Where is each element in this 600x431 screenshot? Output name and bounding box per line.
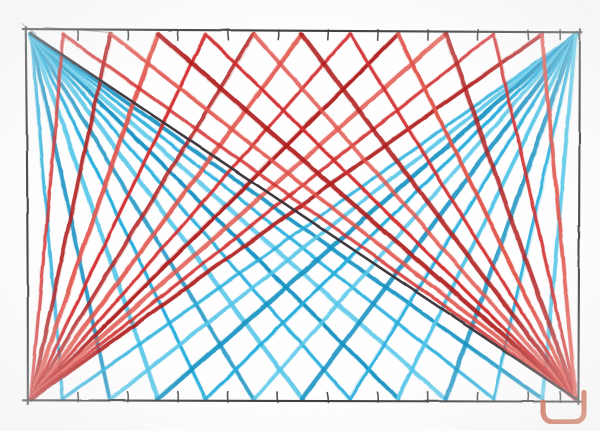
- drawing-canvas: [0, 0, 600, 431]
- string-art-svg: [0, 0, 600, 431]
